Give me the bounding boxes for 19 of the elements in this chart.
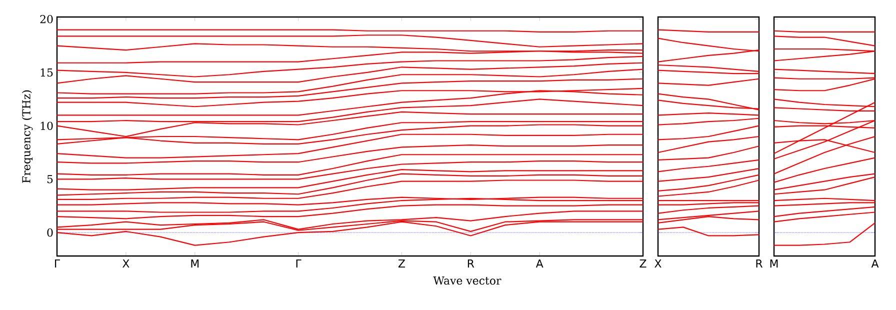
x-axis-title: Wave vector xyxy=(433,276,502,285)
y-tick-label: 20 xyxy=(40,14,53,24)
x-tick-label: M xyxy=(770,260,778,268)
x-tick-label: R xyxy=(468,260,474,268)
x-tick-label: Γ xyxy=(55,260,60,268)
y-tick-label: 15 xyxy=(40,68,53,77)
x-tick-label: X xyxy=(122,260,130,268)
x-tick-label: Z xyxy=(398,260,405,268)
y-tick-label: 5 xyxy=(47,175,53,184)
x-tick-label: M xyxy=(191,260,199,268)
x-tick-label: Z xyxy=(640,260,646,268)
y-tick-label: 10 xyxy=(40,122,53,130)
x-tick-label: A xyxy=(871,260,879,268)
y-axis-title: Frequency (THz) xyxy=(22,90,33,183)
y-tick-label: 0 xyxy=(47,228,53,237)
x-tick-label: Γ xyxy=(296,260,302,268)
x-tick-label: A xyxy=(536,260,544,268)
x-tick-label: R xyxy=(756,260,762,268)
x-tick-label: X xyxy=(654,260,662,268)
